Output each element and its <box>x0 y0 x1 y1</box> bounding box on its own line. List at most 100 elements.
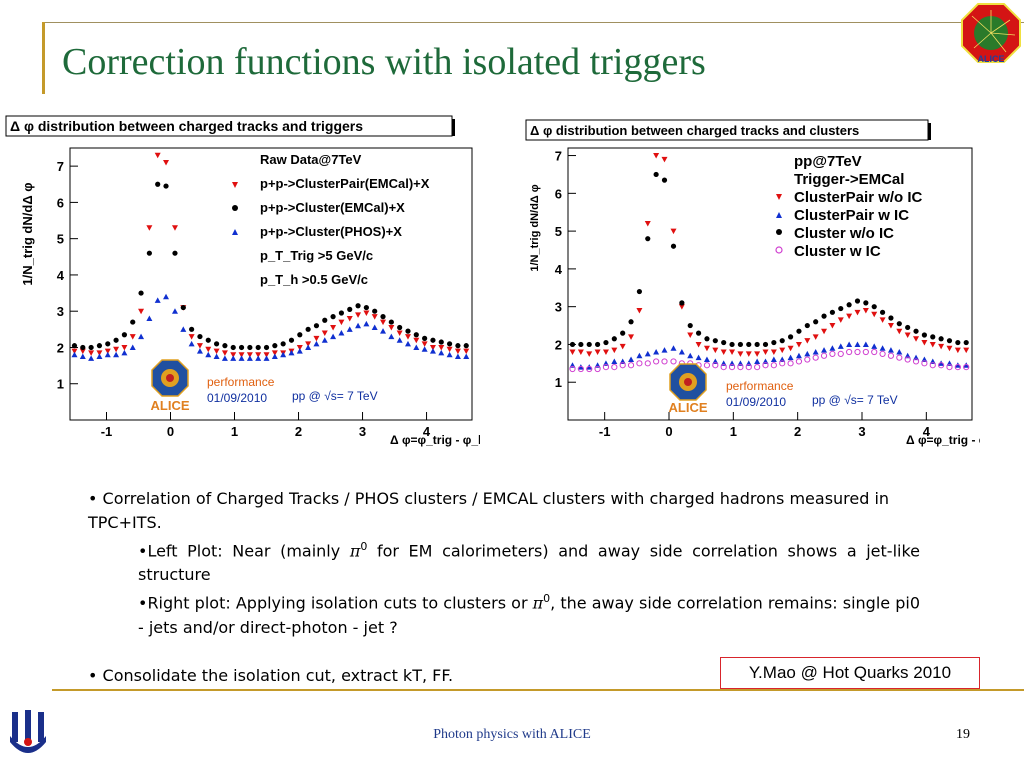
pi-superscript: 0 <box>543 592 551 606</box>
left-series-1-point <box>263 344 270 351</box>
right-legend-line-5: Cluster w IC <box>794 243 881 260</box>
left-watermark-logo-text: ALICE <box>151 398 190 413</box>
right-series-1-point <box>687 352 694 359</box>
footer-text: Photon physics with ALICE <box>433 727 591 742</box>
right-series-3-point <box>896 354 903 361</box>
left-y-axis-label: 1/N_trig dN/dΔ φ <box>20 182 35 285</box>
right-series-0-point <box>687 332 694 338</box>
right-series-1-point <box>678 349 685 355</box>
right-series-3-point <box>904 356 911 363</box>
left-series-1-point <box>247 344 253 351</box>
left-series-1-point <box>197 333 203 340</box>
left-series-0-point <box>454 348 461 355</box>
left-series-2-point <box>355 322 362 329</box>
right-series-1-point <box>896 349 903 355</box>
left-legend-marker-2 <box>232 229 238 235</box>
left-x-tick-label: 2 <box>295 424 302 439</box>
left-series-1-point <box>255 344 261 351</box>
right-series-0-point <box>787 345 794 352</box>
right-x-axis-label: Δ φ=φ_trig - φ_h± <box>906 433 980 447</box>
left-series-0-point <box>263 352 270 358</box>
left-series-2-point <box>255 355 262 361</box>
right-series-2-point <box>628 319 634 325</box>
left-series-1-point <box>189 326 195 332</box>
right-legend-line-3: ClusterPair w IC <box>794 207 909 224</box>
right-watermark-label: performance <box>726 379 794 393</box>
left-series-1-point <box>380 314 386 320</box>
right-series-0-point <box>611 347 618 354</box>
left-series-1-point <box>463 343 469 349</box>
left-series-0-point <box>88 350 95 356</box>
left-series-2-point <box>230 355 237 361</box>
right-series-0-point <box>762 349 769 355</box>
left-series-0-point <box>238 352 245 358</box>
left-series-0-point <box>113 346 120 353</box>
bullet-3-end: , the away side correlation remains: sin… <box>138 593 921 637</box>
right-series-0-point <box>913 336 920 342</box>
right-series-2-point <box>930 334 936 340</box>
left-series-1-point <box>155 181 161 187</box>
right-series-3-point <box>594 365 601 373</box>
left-plot-frame <box>69 147 473 421</box>
institute-logo <box>6 708 50 758</box>
right-watermark-logo-text: ALICE <box>669 400 708 415</box>
right-plot: Δ φ distribution between charged tracks … <box>522 118 980 462</box>
bullet-3-start: •Right plot: Applying isolation cuts to … <box>138 593 533 613</box>
left-series-2-point <box>129 344 136 350</box>
left-series-0-point <box>363 310 370 317</box>
right-series-0-point <box>594 349 601 355</box>
right-legend-marker-0 <box>776 194 782 200</box>
right-series-2-point <box>955 339 961 346</box>
left-series-1-point <box>96 343 103 349</box>
left-series-1-point <box>413 332 419 338</box>
right-series-0-point <box>745 351 752 357</box>
right-series-1-point <box>611 358 618 364</box>
left-series-1-point <box>238 344 245 351</box>
left-series-1-point <box>338 310 345 316</box>
right-series-0-point <box>661 156 668 163</box>
right-series-0-point <box>795 341 802 348</box>
right-series-2-point <box>670 243 677 249</box>
right-series-0-point <box>946 345 953 352</box>
left-series-2-point <box>96 353 103 360</box>
right-series-2-point <box>871 304 877 310</box>
left-series-1-point <box>455 343 461 349</box>
right-series-0-point <box>720 349 727 355</box>
left-series-2-point <box>71 351 78 358</box>
right-series-2-point <box>888 315 894 321</box>
right-series-3-point <box>779 360 786 367</box>
right-series-3-point <box>703 362 711 369</box>
left-series-0-point <box>388 325 395 331</box>
right-series-2-point <box>578 341 584 348</box>
left-series-1-point <box>163 183 169 189</box>
left-series-1-point <box>121 332 128 338</box>
left-series-1-point <box>230 344 236 351</box>
left-legend-line-5: p_T_h >0.5 GeV/c <box>260 272 368 287</box>
right-series-0-point <box>712 347 719 354</box>
right-series-1-point <box>653 349 660 355</box>
left-series-1-point <box>222 343 228 349</box>
right-x-tick-label: 3 <box>858 424 865 439</box>
left-legend-marker-1 <box>232 205 238 211</box>
right-series-1-point <box>821 347 828 353</box>
left-series-1-point <box>446 341 453 347</box>
right-series-1-point <box>695 354 702 361</box>
left-series-2-point <box>380 328 387 334</box>
left-series-0-point <box>188 334 195 340</box>
left-series-1-point <box>363 304 369 311</box>
left-series-2-point <box>180 326 187 332</box>
left-series-2-point <box>138 333 145 340</box>
left-series-1-point <box>288 337 295 343</box>
left-x-tick-label: -1 <box>101 424 113 439</box>
left-series-1-point <box>347 306 353 312</box>
left-series-2-point <box>363 320 370 327</box>
left-legend-line-2: p+p->Cluster(EMCal)+X <box>260 200 405 215</box>
left-x-tick-label: 3 <box>359 424 366 439</box>
right-series-3-point <box>602 364 610 371</box>
right-series-3-point <box>762 362 769 369</box>
left-series-1-point <box>405 328 411 334</box>
left-series-2-point <box>238 355 245 361</box>
left-x-axis-label: Δ φ=φ_trig - φ_h± <box>390 433 480 447</box>
right-series-3-point <box>661 358 668 365</box>
right-series-3-point <box>745 364 752 371</box>
